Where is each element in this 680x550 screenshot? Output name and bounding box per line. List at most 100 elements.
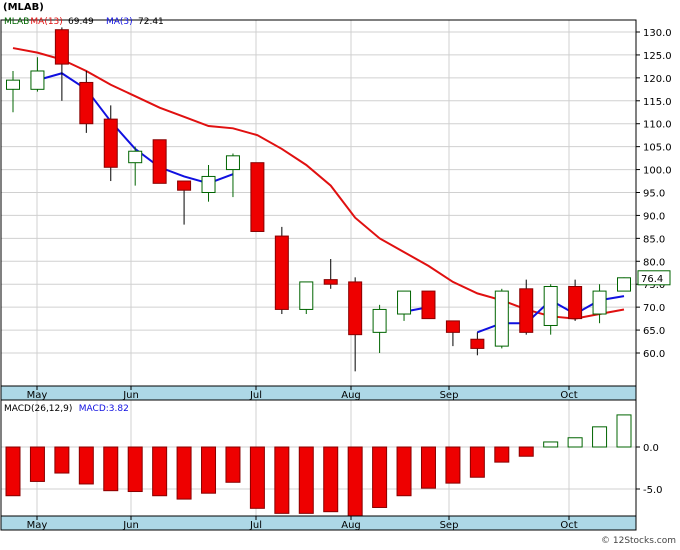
- candle-down: [274, 226, 289, 315]
- candle-body: [30, 70, 45, 90]
- macd-legend-label: MACD:: [79, 404, 109, 414]
- macd-bar-negative: [494, 446, 510, 463]
- candle-down: [348, 277, 363, 372]
- price-y-tick-label: 110.0: [643, 120, 672, 131]
- macd-legend-value: 3.82: [109, 404, 129, 414]
- price-y-tick-label: 65.0: [643, 326, 665, 337]
- candle-up: [6, 70, 20, 113]
- macd-bar-negative: [5, 446, 21, 497]
- candle-body: [348, 281, 363, 336]
- macd-bar-negative: [201, 446, 217, 494]
- candle-up: [201, 164, 216, 202]
- price-y-tick-label: 105.0: [643, 143, 672, 154]
- macd-bar-positive: [567, 437, 583, 448]
- candle-body: [274, 235, 289, 310]
- last-price-tag: [637, 270, 671, 286]
- watermark: © 12Stocks.com: [601, 536, 676, 546]
- price-plot-frame: [0, 19, 637, 387]
- price-legend-value: 69.49: [68, 17, 94, 27]
- candle-up: [494, 288, 509, 349]
- price-y-tick-label: 120.0: [643, 74, 672, 85]
- candle-up: [225, 153, 240, 198]
- candle-down: [54, 27, 69, 101]
- candle-body: [128, 150, 143, 164]
- price-y-tick-label: 90.0: [643, 211, 665, 222]
- candle-up: [617, 277, 631, 292]
- price-legend-label: MA(13): [30, 17, 62, 27]
- candle-body: [299, 281, 314, 310]
- macd-x-tick-label: Jun: [122, 520, 139, 531]
- macd-bar-negative: [323, 446, 339, 513]
- price-y-tick-label: 60.0: [643, 349, 665, 360]
- price-y-tick-label: 125.0: [643, 51, 672, 62]
- macd-bar-negative: [469, 446, 485, 478]
- candle-body: [152, 139, 167, 184]
- price-x-tick-label: May: [27, 390, 48, 401]
- macd-bar-negative: [225, 446, 241, 483]
- price-legend-label: MLAB: [4, 17, 29, 27]
- candle-down: [470, 332, 485, 356]
- macd-bar-negative: [518, 446, 534, 457]
- price-legend-label: MA(3): [106, 17, 133, 27]
- price-x-tick-label: Aug: [341, 390, 361, 401]
- macd-legend-label: MACD(26,12,9): [4, 404, 72, 414]
- macd-bar-negative: [347, 446, 363, 519]
- price-y-tick-label: 95.0: [643, 189, 665, 200]
- price-y-tick-label: 100.0: [643, 166, 672, 177]
- macd-bar-negative: [298, 446, 314, 514]
- price-x-tick-label: Oct: [560, 390, 577, 401]
- candle-down: [323, 258, 338, 289]
- macd-bar-positive: [616, 414, 632, 448]
- price-y-tick-label: 85.0: [643, 234, 665, 245]
- candle-down: [152, 139, 167, 184]
- candle-up: [128, 146, 143, 186]
- price-x-tick-label: Jul: [249, 390, 262, 401]
- candle-body: [617, 277, 631, 292]
- macd-bar-negative: [29, 446, 45, 482]
- price-y-tick-label: 115.0: [643, 97, 672, 108]
- candle-down: [568, 279, 583, 321]
- candle-up: [372, 304, 387, 353]
- macd-x-axis-band: [0, 515, 637, 531]
- macd-x-tick-label: Jul: [249, 520, 262, 531]
- macd-bar-negative: [152, 446, 168, 497]
- price-y-tick-label: 80.0: [643, 257, 665, 268]
- candle-body: [568, 286, 583, 320]
- candle-body: [177, 180, 192, 191]
- candle-down: [519, 279, 534, 335]
- macd-bar-negative: [274, 446, 290, 514]
- macd-y-tick-label: -5.0: [643, 485, 663, 496]
- candle-down: [103, 105, 118, 182]
- candle-down: [177, 180, 192, 225]
- price-x-axis-band: [0, 385, 637, 401]
- candle-body: [397, 290, 412, 315]
- candle-up: [592, 284, 607, 324]
- macd-bar-negative: [396, 446, 412, 497]
- candle-body: [250, 162, 265, 232]
- candle-up: [299, 281, 314, 315]
- candle-up: [543, 284, 558, 335]
- candle-up: [30, 57, 45, 92]
- macd-bar-positive: [543, 441, 559, 448]
- macd-x-tick-label: Oct: [560, 520, 577, 531]
- macd-bar-negative: [420, 446, 436, 489]
- macd-bar-negative: [54, 446, 70, 474]
- candle-body: [470, 338, 485, 349]
- macd-x-tick-label: Sep: [440, 520, 459, 531]
- macd-bar-negative: [103, 446, 119, 492]
- candle-down: [421, 290, 436, 320]
- price-y-tick-label: 75.0: [643, 280, 665, 291]
- candle-body: [103, 118, 118, 168]
- macd-bar-positive: [592, 426, 608, 448]
- candle-body: [201, 175, 216, 193]
- price-x-tick-label: Sep: [440, 390, 459, 401]
- candle-down: [445, 320, 460, 347]
- macd-bar-negative: [445, 446, 461, 484]
- price-legend-value: 72.41: [138, 17, 164, 27]
- macd-bar-negative: [127, 446, 143, 493]
- candle-body: [225, 155, 240, 171]
- macd-plot-frame: [0, 399, 637, 517]
- candle-body: [494, 290, 509, 347]
- macd-bar-negative: [78, 446, 94, 485]
